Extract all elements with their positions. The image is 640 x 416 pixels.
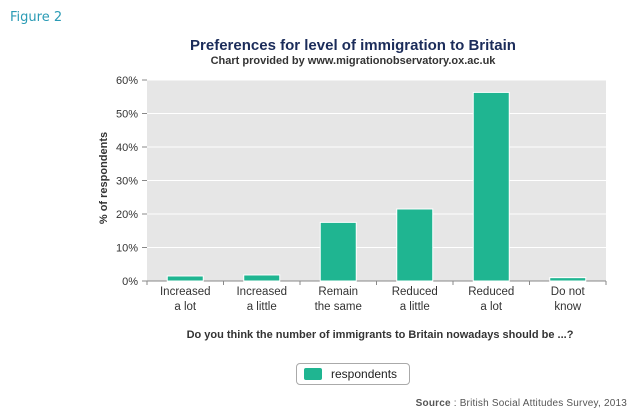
y-tick-label: 10% [116, 243, 138, 255]
x-tick-label: Increased [160, 286, 211, 298]
figure-label: Figure 2 [10, 10, 63, 25]
x-tick-label: a little [400, 301, 430, 313]
x-tick-label: Reduced [392, 286, 438, 298]
y-tick-label: 50% [116, 109, 138, 121]
source-note: Source : British Social Attitudes Survey… [416, 398, 627, 409]
bar [396, 208, 434, 282]
bar [319, 221, 357, 282]
source-text: : British Social Attitudes Survey, 2013 [453, 398, 627, 409]
chart-subtitle: Chart provided by www.migrationobservato… [210, 55, 496, 67]
x-axis-title: Do you think the number of immigrants to… [186, 329, 574, 341]
y-tick-label: 0% [122, 276, 138, 288]
bar [243, 274, 281, 282]
y-axis-title: % of respondents [98, 132, 110, 224]
chart-title: Preferences for level of immigration to … [190, 37, 516, 54]
y-tick-label: 20% [116, 209, 138, 221]
x-tick-label: the same [315, 301, 362, 313]
x-tick-label: Increased [236, 286, 287, 298]
bars [166, 91, 587, 282]
source-label: Source [415, 398, 451, 409]
y-axis: 0% 10% 20% 30% 40% 50% 60% [116, 75, 147, 288]
plot-area [147, 79, 606, 282]
bar [549, 277, 587, 282]
y-tick-label: 30% [116, 176, 138, 188]
legend: respondents [296, 363, 410, 385]
x-axis: Increased a lot Increased a little Remain the… [146, 281, 607, 313]
bar [472, 91, 510, 282]
bar [166, 275, 204, 282]
x-tick-label: a lot [480, 301, 503, 313]
x-tick-label: Remain [318, 286, 358, 298]
x-tick-label: a lot [174, 301, 197, 313]
y-tick-label: 40% [116, 142, 138, 154]
y-tick-label: 60% [116, 75, 138, 87]
x-tick-label: Do not [551, 286, 586, 298]
x-tick-label: Reduced [468, 286, 514, 298]
x-tick-label: know [554, 301, 582, 313]
legend-swatch [304, 368, 322, 380]
legend-label: respondents [331, 367, 398, 381]
x-tick-label: a little [247, 301, 277, 313]
